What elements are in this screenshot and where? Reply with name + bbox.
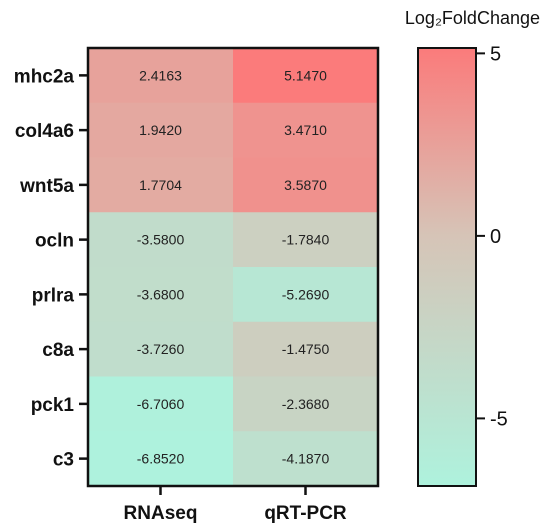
heatmap-cell (233, 48, 379, 104)
colorbar-ticks: 5 0 -5 (476, 43, 508, 430)
cell-value-label: -1.7840 (282, 232, 330, 248)
heatmap-cell (233, 431, 379, 487)
cell-value-label: 1.7704 (139, 177, 182, 193)
cell-value-label: 3.5870 (284, 177, 327, 193)
cell-value-label: -6.7060 (137, 396, 185, 412)
column-label: qRT-PCR (264, 503, 347, 524)
colorbar-gradient (417, 47, 477, 487)
cell-value-label: 2.4163 (139, 67, 182, 83)
cell-value-label: -3.7260 (137, 341, 185, 357)
heatmap-cell (88, 376, 234, 432)
row-label: col4a6 (15, 121, 74, 142)
cell-value-label: 3.4710 (284, 122, 327, 138)
row-labels: mhc2a col4a6 wnt5a ocln prlra c8a pck1 c3 (14, 66, 88, 471)
cell-value-label: -4.1870 (282, 451, 330, 467)
heatmap-cell (88, 102, 234, 158)
row-label: pck1 (31, 395, 75, 416)
heatmap-cell (233, 212, 379, 268)
heatmap-cell (233, 157, 379, 213)
colorbar-tick-label: 5 (490, 43, 501, 65)
heatmap-cell (233, 321, 379, 377)
row-label: ocln (35, 231, 74, 252)
colorbar-title: Log₂FoldChange (405, 8, 540, 28)
cell-value-label: -3.6800 (137, 286, 185, 302)
colorbar: 5 0 -5 Log₂FoldChange (405, 8, 540, 487)
column-label: RNAseq (124, 503, 198, 524)
colorbar-tick-label: -5 (490, 408, 508, 430)
row-label: prlra (32, 285, 75, 306)
cell-value-label: -2.3680 (282, 396, 330, 412)
cell-value-label: 1.9420 (139, 122, 182, 138)
heatmap-cell (233, 267, 379, 323)
heatmap-cell (233, 376, 379, 432)
heatmap-cell (88, 267, 234, 323)
heatmap-cell (88, 157, 234, 213)
heatmap-cell (88, 321, 234, 377)
cell-value-label: 5.1470 (284, 67, 327, 83)
row-label: wnt5a (19, 176, 74, 197)
cell-value-label: -5.2690 (282, 286, 330, 302)
heatmap-cell (88, 431, 234, 487)
row-label: c8a (42, 340, 74, 361)
cell-value-label: -3.5800 (137, 232, 185, 248)
cell-value-label: -1.4750 (282, 341, 330, 357)
column-labels: RNAseq qRT-PCR (124, 486, 347, 524)
colorbar-tick-label: 0 (490, 226, 501, 248)
heatmap-cell (88, 212, 234, 268)
heatmap-cell (88, 48, 234, 104)
row-label: c3 (53, 450, 74, 471)
row-label: mhc2a (14, 66, 75, 87)
heatmap-cells: 2.4163 5.1470 1.9420 3.4710 1.7704 3.5870 -3.5… (88, 48, 379, 487)
heatmap-cell (233, 102, 379, 158)
cell-value-label: -6.8520 (137, 451, 185, 467)
heatmap-frame (86, 46, 380, 488)
